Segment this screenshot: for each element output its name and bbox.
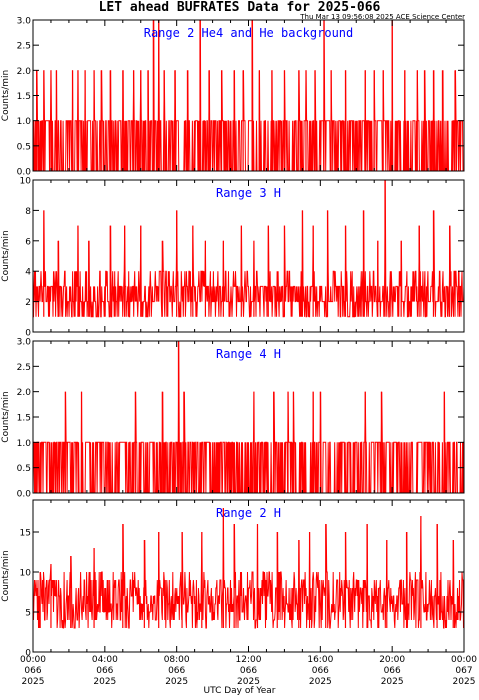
x-tick-label-time: 04:00: [92, 655, 118, 665]
y-tick-label: 2.0: [17, 67, 32, 77]
panel-title: Range 2 H: [216, 506, 281, 520]
y-tick-label: 0.0: [17, 490, 32, 500]
y-tick-label: 0.0: [17, 168, 32, 178]
y-tick-label: 2.5: [17, 363, 31, 373]
x-tick-label-time: 08:00: [164, 655, 190, 665]
y-tick-label: 0: [25, 329, 31, 339]
y-tick-label: 1.5: [17, 92, 31, 102]
y-axis-label: Counts/min: [1, 70, 11, 121]
x-tick-label-year: 2025: [237, 677, 260, 687]
y-tick-label: 1.0: [17, 439, 32, 449]
x-tick-label-time: 20:00: [379, 655, 405, 665]
x-tick-label-year: 2025: [381, 677, 404, 687]
y-tick-label: 6: [25, 237, 31, 247]
x-tick-label-time: 16:00: [307, 655, 333, 665]
x-tick-label-year: 2025: [93, 677, 116, 687]
y-tick-label: 4: [25, 268, 31, 278]
y-tick-label: 2: [25, 298, 31, 308]
y-tick-label: 0.5: [17, 464, 31, 474]
x-tick-label-day: 066: [96, 666, 113, 676]
series-line-panel-4: [32, 507, 465, 629]
chart-title: LET ahead BUFRATES Data for 2025-066: [98, 0, 381, 15]
x-tick-label-year: 2025: [309, 677, 332, 687]
panel-frame-4: [32, 499, 465, 653]
y-tick-label: 0.5: [17, 142, 31, 152]
series-line-panel-1: [33, 19, 464, 172]
x-tick-label-day: 066: [168, 666, 185, 676]
y-tick-label: 0: [25, 649, 31, 659]
x-tick-label-time: 00:00: [451, 655, 477, 665]
y-tick-label: 5: [25, 609, 31, 619]
x-tick-label-day: 066: [24, 666, 41, 676]
x-tick-label-year: 2025: [453, 677, 476, 687]
y-tick-label: 1.5: [17, 414, 31, 424]
series-line-panel-2: [33, 179, 465, 318]
x-tick-label-day: 066: [384, 666, 401, 676]
y-tick-label: 2.0: [17, 388, 32, 398]
y-axis-label: Counts/min: [1, 391, 11, 442]
panel-title: Range 2 He4 and He background: [144, 26, 354, 40]
panel-title: Range 4 H: [216, 347, 281, 361]
x-axis-label: UTC Day of Year: [203, 686, 276, 696]
y-tick-label: 10: [20, 177, 32, 187]
y-axis-label: Counts/min: [1, 550, 11, 601]
y-tick-label: 10: [20, 569, 32, 579]
y-tick-label: 3.0: [17, 17, 32, 27]
y-axis-label: Counts/min: [1, 230, 11, 281]
x-tick-label-time: 12:00: [236, 655, 262, 665]
y-tick-label: 1.0: [17, 117, 32, 127]
panel-title: Range 3 H: [216, 186, 281, 200]
x-tick-label-time: 00:00: [20, 655, 46, 665]
x-tick-label-day: 066: [312, 666, 329, 676]
series-line-panel-3: [32, 340, 464, 494]
y-tick-label: 15: [20, 529, 31, 539]
x-tick-label-day: 066: [240, 666, 257, 676]
x-tick-label-year: 2025: [22, 677, 45, 687]
y-tick-label: 2.5: [17, 42, 31, 52]
x-tick-label-day: 067: [455, 666, 472, 676]
x-tick-label-year: 2025: [165, 677, 188, 687]
y-tick-label: 3.0: [17, 338, 32, 348]
generation-timestamp: Thu Mar 13 09:56:08 2025 ACE Science Cen…: [300, 13, 465, 21]
y-tick-label: 8: [25, 207, 31, 217]
